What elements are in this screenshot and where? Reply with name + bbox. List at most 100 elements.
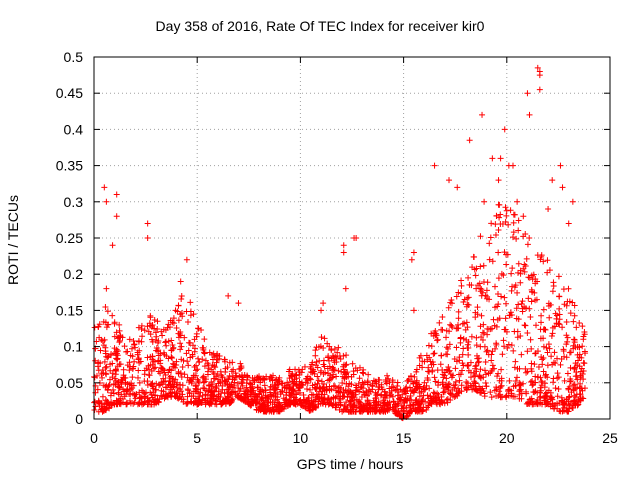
data-point — [288, 372, 295, 379]
data-point — [124, 348, 131, 355]
data-point — [493, 392, 500, 399]
data-point — [565, 398, 572, 405]
data-point — [242, 391, 249, 398]
data-point — [196, 393, 203, 400]
data-point — [316, 357, 323, 364]
data-point — [181, 371, 188, 378]
data-point — [483, 383, 490, 390]
data-point — [413, 368, 420, 375]
data-point — [170, 315, 177, 322]
data-point — [328, 347, 335, 354]
data-point — [144, 323, 151, 330]
data-point — [432, 378, 439, 385]
data-point — [380, 397, 387, 404]
data-point — [201, 363, 208, 370]
data-point — [546, 401, 553, 408]
data-point — [136, 394, 143, 401]
data-point — [235, 392, 242, 399]
data-point — [482, 379, 489, 386]
data-point — [557, 408, 564, 415]
data-point — [473, 342, 480, 349]
data-point — [456, 371, 463, 378]
data-point — [565, 220, 572, 227]
data-point — [111, 375, 118, 382]
data-point — [126, 397, 133, 404]
data-point — [174, 389, 181, 396]
data-point — [206, 386, 213, 393]
data-point — [187, 299, 194, 306]
data-point — [489, 155, 496, 162]
data-point — [488, 394, 495, 401]
data-point — [111, 319, 118, 326]
data-point — [514, 289, 521, 296]
data-point — [549, 361, 556, 368]
data-point — [455, 325, 462, 332]
data-point — [527, 314, 534, 321]
data-point — [360, 406, 367, 413]
data-point — [527, 336, 534, 343]
data-point — [298, 369, 305, 376]
data-point — [116, 321, 123, 328]
data-point — [569, 405, 576, 412]
data-point — [477, 233, 484, 240]
data-point — [406, 409, 413, 416]
data-point — [342, 371, 349, 378]
data-point — [459, 351, 466, 358]
data-point — [390, 384, 397, 391]
data-point — [324, 340, 331, 347]
data-point — [167, 386, 174, 393]
data-point — [455, 289, 462, 296]
data-point — [543, 344, 550, 351]
data-point — [522, 263, 529, 270]
data-point — [489, 365, 496, 372]
data-point — [394, 407, 401, 414]
data-point — [347, 388, 354, 395]
data-point — [168, 354, 175, 361]
data-point — [103, 353, 110, 360]
data-point — [340, 352, 347, 359]
data-point — [459, 320, 466, 327]
data-point — [272, 404, 279, 411]
data-point — [448, 322, 455, 329]
data-point — [452, 378, 459, 385]
data-point — [104, 387, 111, 394]
data-point — [373, 392, 380, 399]
data-point — [479, 337, 486, 344]
data-point — [457, 290, 464, 297]
data-point — [335, 367, 342, 374]
data-point — [300, 392, 307, 399]
data-point — [522, 322, 529, 329]
data-point — [531, 361, 538, 368]
data-point — [514, 198, 521, 205]
data-point — [109, 242, 116, 249]
data-point — [296, 372, 303, 379]
data-point — [109, 370, 116, 377]
data-point — [571, 392, 578, 399]
data-point — [347, 399, 354, 406]
data-point — [581, 348, 588, 355]
data-point — [190, 400, 197, 407]
data-point — [152, 364, 159, 371]
data-point — [477, 343, 484, 350]
data-point — [175, 330, 182, 337]
data-point — [202, 357, 209, 364]
data-point — [554, 370, 561, 377]
data-point — [498, 366, 505, 373]
data-point — [447, 371, 454, 378]
data-point — [92, 403, 99, 410]
data-point — [564, 298, 571, 305]
data-point — [330, 382, 337, 389]
data-point — [191, 348, 198, 355]
data-point — [328, 386, 335, 393]
data-point — [153, 386, 159, 393]
data-point — [314, 364, 321, 371]
data-point — [528, 360, 535, 367]
data-point — [226, 372, 233, 379]
data-point — [459, 367, 466, 374]
data-point — [150, 396, 157, 403]
data-point — [262, 408, 269, 415]
data-point — [209, 361, 216, 368]
axis-ticks — [93, 56, 611, 420]
data-point — [417, 400, 424, 407]
data-point — [355, 380, 362, 387]
